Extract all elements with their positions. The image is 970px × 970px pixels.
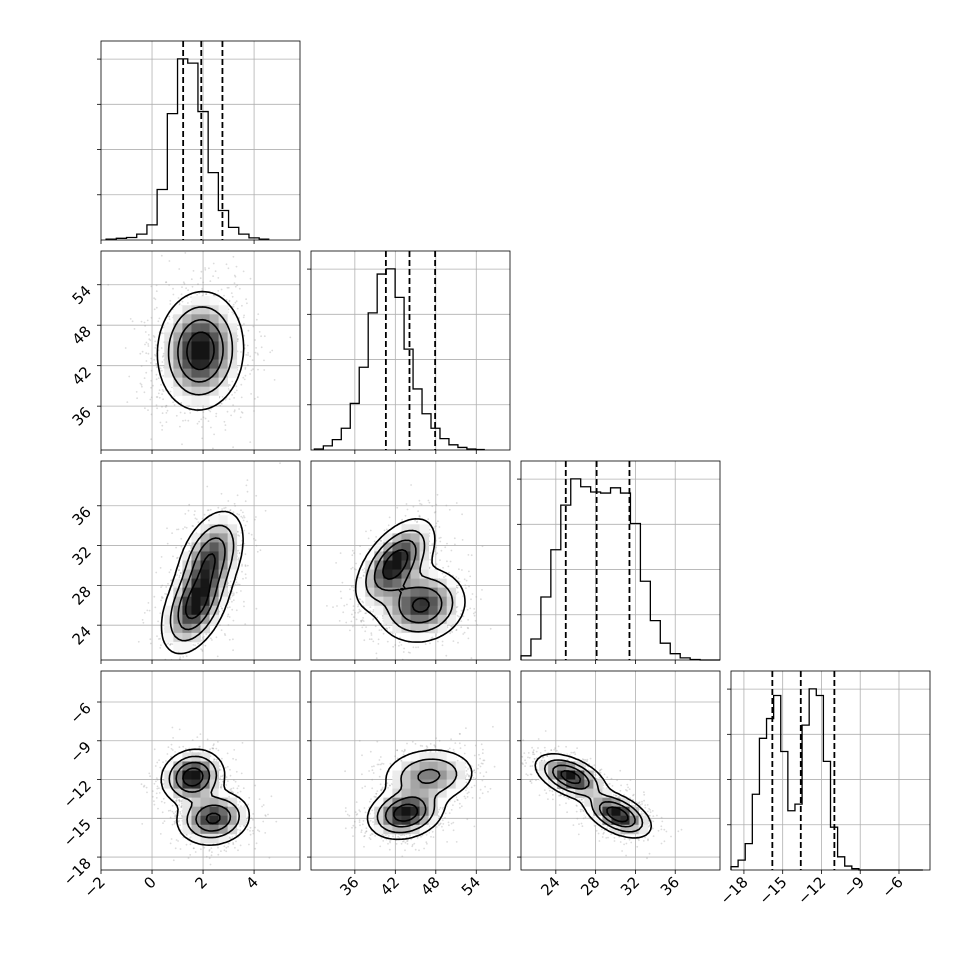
contour-2-0-2 xyxy=(177,537,226,631)
density-1-0 xyxy=(107,252,292,450)
contour-2-0-3 xyxy=(184,553,216,620)
y-tick-label-2-1: 28 xyxy=(69,583,95,609)
panel-0-0 xyxy=(151,41,255,240)
x-tick-label-2-0: 24 xyxy=(537,873,563,899)
histogram-line-2 xyxy=(520,478,720,661)
y-tick-label-2-3: 36 xyxy=(69,503,95,529)
panel-1-1 xyxy=(354,251,477,450)
contour-3-0-1 xyxy=(168,755,240,839)
contour-1-0-0 xyxy=(156,290,245,411)
contour-1-0-2 xyxy=(177,318,224,383)
y-tick-label-2-0: 24 xyxy=(69,622,95,648)
axes-3-2 xyxy=(517,670,721,874)
density-3-2 xyxy=(521,730,683,860)
contour-3-0-3 xyxy=(182,767,221,825)
x-tick-label-3-3: −9 xyxy=(840,873,868,901)
contour-3-0-0 xyxy=(160,748,251,846)
x-tick-label-0-1: 0 xyxy=(140,873,159,892)
axes-2-2 xyxy=(520,460,721,664)
axes-3-0 xyxy=(97,670,301,874)
histogram-1 xyxy=(307,251,510,451)
histogram-line-0 xyxy=(105,58,270,240)
density-2-0 xyxy=(137,462,281,660)
x-tick-label-3-2: −12 xyxy=(794,873,829,908)
x-tick-label-2-3: 36 xyxy=(657,873,683,899)
contour-2-1-2 xyxy=(373,539,443,624)
y-tick-label-1-2: 48 xyxy=(69,322,95,348)
contour-2-0-1 xyxy=(169,524,235,642)
panel-2-2 xyxy=(555,461,676,660)
density-3-0 xyxy=(140,726,278,866)
axes-3-1 xyxy=(307,670,511,874)
contour-3-2-0 xyxy=(534,753,653,839)
x-tick-label-3-4: −6 xyxy=(878,873,906,901)
x-tick-label-2-2: 32 xyxy=(617,873,643,899)
y-tick-label-3-3: −9 xyxy=(66,738,94,766)
axes-2-0 xyxy=(97,460,301,664)
contour-3-1-3 xyxy=(393,803,419,822)
axes-1-0 xyxy=(97,250,301,454)
x-tick-label-1-1: 42 xyxy=(377,873,403,899)
x-tick-label-3-1: −15 xyxy=(755,873,790,908)
histogram-3 xyxy=(727,671,930,871)
y-tick-label-3-1: −15 xyxy=(60,815,95,850)
x-tick-label-1-2: 48 xyxy=(417,873,443,899)
x-tick-label-1-3: 54 xyxy=(458,873,484,899)
contour-1-0-1 xyxy=(167,306,234,396)
contour-3-2-1 xyxy=(543,759,644,833)
contour-3-0-2 xyxy=(175,761,232,832)
contour-3-1-0 xyxy=(366,749,473,841)
contour-2-1-0 xyxy=(354,518,466,643)
axes-0-0 xyxy=(100,40,301,244)
contour-1-0-3 xyxy=(186,331,215,371)
contour-3-1-1 xyxy=(376,758,458,834)
contour-3-1-2 xyxy=(384,768,441,828)
y-tick-label-3-4: −6 xyxy=(66,699,94,727)
contour-2-1-1 xyxy=(365,529,454,633)
density-2-1 xyxy=(326,484,492,660)
axes-3-3 xyxy=(730,670,931,874)
histogram-2 xyxy=(517,461,720,661)
y-tick-label-1-0: 36 xyxy=(69,403,95,429)
y-tick-label-3-2: −12 xyxy=(60,777,95,812)
x-tick-label-3-0: −18 xyxy=(717,873,752,908)
y-tick-label-1-3: 54 xyxy=(69,282,95,308)
contour-3-2-2 xyxy=(552,764,636,828)
y-tick-label-2-2: 32 xyxy=(69,543,95,569)
panel-3-3 xyxy=(743,671,900,870)
contour-3-2-3 xyxy=(560,770,629,823)
y-tick-label-1-1: 42 xyxy=(69,363,95,389)
density-3-1 xyxy=(344,725,496,858)
contour-2-0-0 xyxy=(160,510,244,655)
x-tick-label-0-0: −2 xyxy=(80,873,108,901)
axes-1-1 xyxy=(310,250,511,454)
histogram-0 xyxy=(97,41,300,240)
x-tick-label-0-3: 4 xyxy=(242,873,261,892)
contour-2-1-3 xyxy=(382,549,430,613)
x-tick-label-0-2: 2 xyxy=(191,873,210,892)
axes-2-1 xyxy=(307,460,511,664)
x-tick-label-1-0: 36 xyxy=(336,873,362,899)
histogram-line-1 xyxy=(313,268,485,451)
x-tick-label-2-1: 28 xyxy=(577,873,603,899)
